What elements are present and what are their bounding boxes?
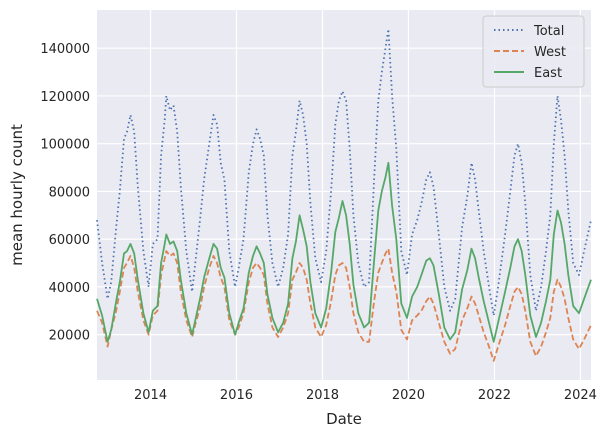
- x-axis-ticks: 2014 2016 2018 2020 2022 2024: [134, 388, 597, 403]
- y-tick-label: 140000: [40, 42, 90, 57]
- y-axis-ticks: 20000 40000 60000 80000 100000 120000 140000: [40, 42, 90, 343]
- legend: Total West East: [482, 15, 585, 88]
- y-tick-label: 100000: [40, 138, 90, 153]
- legend-label-east: East: [534, 66, 562, 81]
- x-tick-label: 2016: [220, 388, 253, 403]
- legend-label-total: Total: [533, 24, 564, 39]
- y-tick-label: 20000: [49, 329, 90, 344]
- x-tick-label: 2022: [478, 388, 511, 403]
- series-layer: [96, 28, 592, 362]
- y-tick-label: 80000: [49, 185, 90, 200]
- y-axis-label: mean hourly count: [8, 124, 26, 266]
- x-tick-label: 2014: [134, 388, 167, 403]
- x-tick-label: 2018: [306, 388, 339, 403]
- series-line-east: [96, 161, 592, 343]
- y-tick-label: 120000: [40, 90, 90, 105]
- legend-box: [482, 15, 585, 88]
- x-tick-label: 2020: [392, 388, 425, 403]
- y-tick-label: 40000: [49, 281, 90, 296]
- x-axis-label: Date: [326, 410, 362, 428]
- x-tick-label: 2024: [564, 388, 597, 403]
- series-line-total: [96, 28, 592, 317]
- y-tick-label: 60000: [49, 233, 90, 248]
- series-line-west: [96, 247, 592, 362]
- legend-label-west: West: [534, 45, 566, 60]
